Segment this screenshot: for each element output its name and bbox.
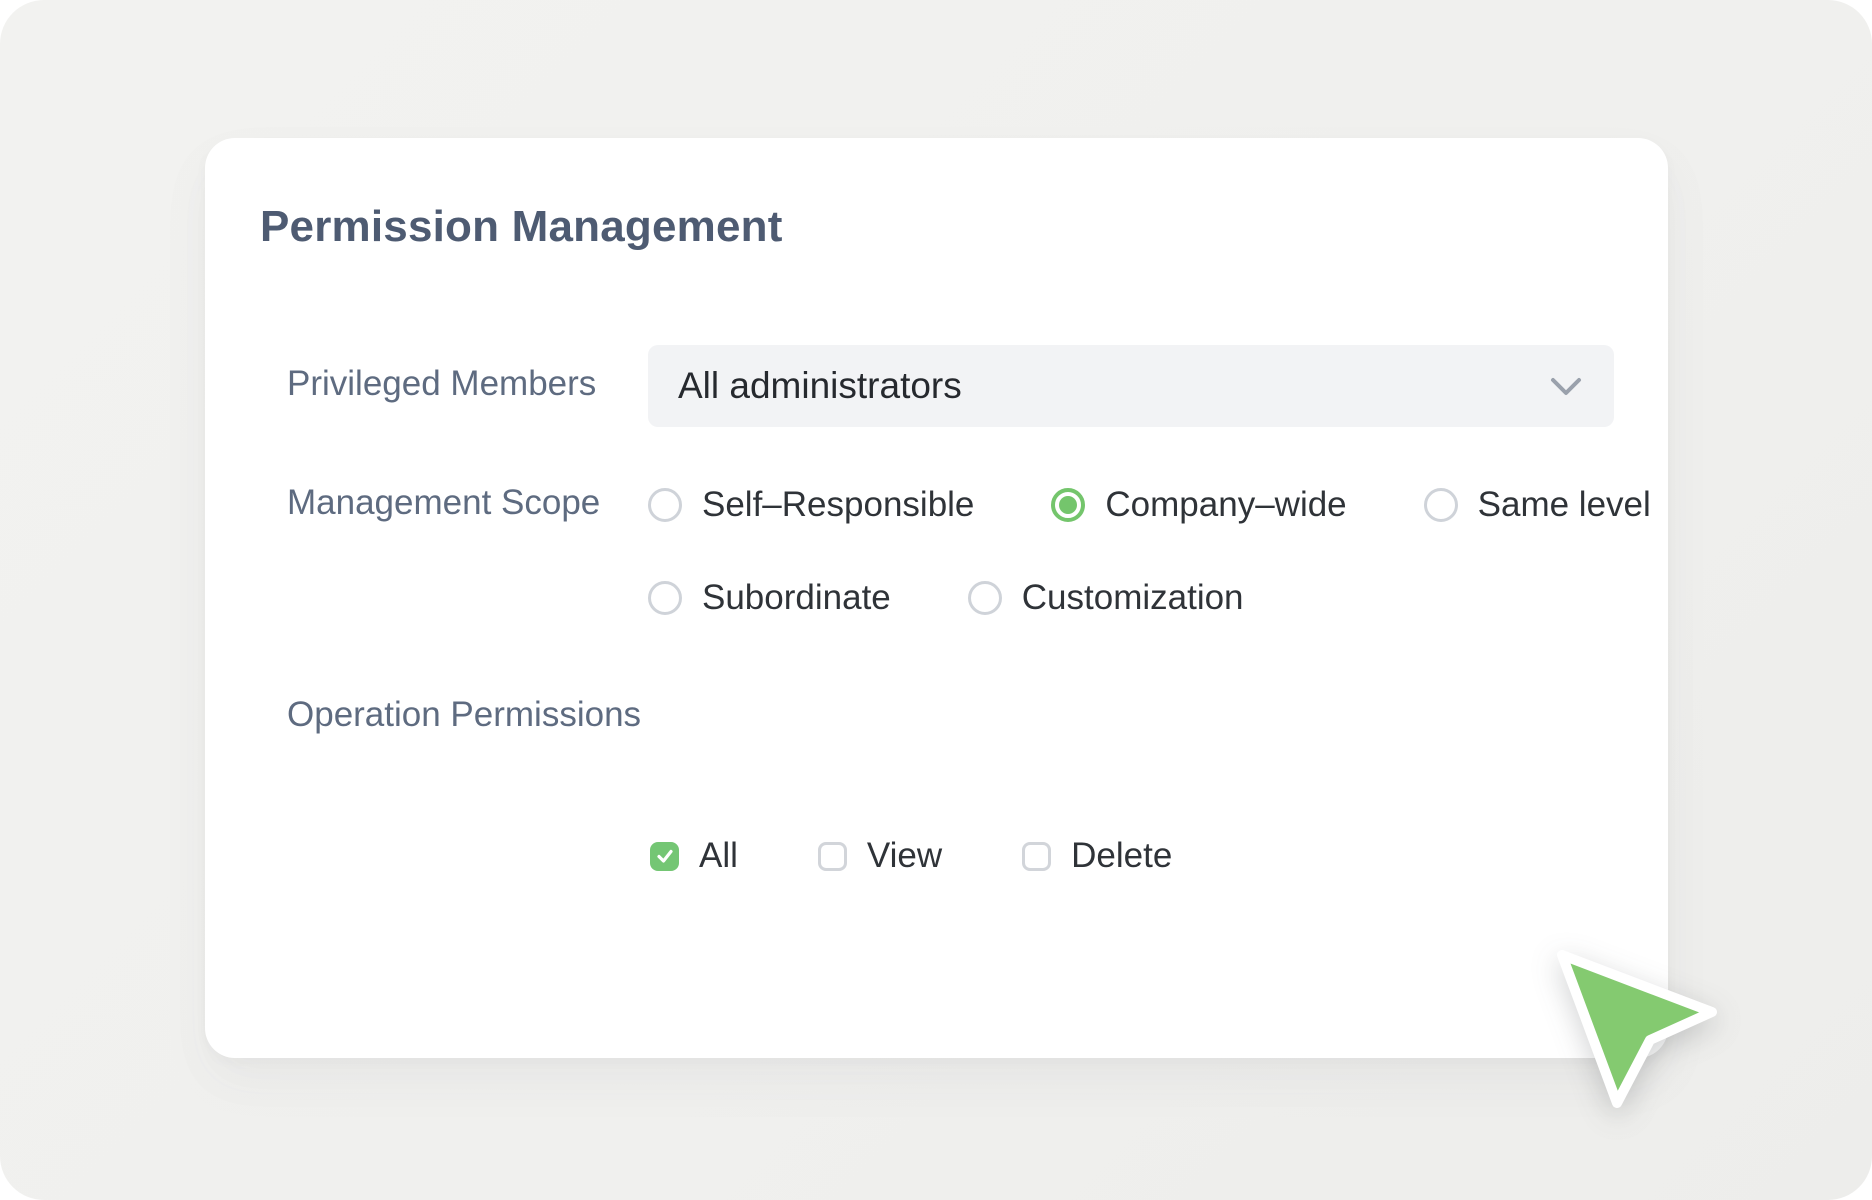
privileged-members-selected-value: All administrators (678, 365, 962, 406)
checkbox-option-label: View (866, 836, 943, 875)
radio-icon[interactable] (1423, 488, 1458, 522)
checkbox-option-label: Delete (1071, 836, 1173, 875)
radio-option-customization[interactable]: Customization (967, 578, 1244, 618)
page-title: Permission Management (260, 202, 783, 251)
radio-option-same-level[interactable]: Same level (1423, 485, 1651, 525)
checkbox-option-all[interactable]: All (650, 836, 738, 876)
checkbox-option-label: All (699, 836, 738, 875)
chevron-down-icon (1551, 378, 1581, 395)
radio-icon[interactable] (967, 581, 1002, 615)
privileged-members-select[interactable]: All administrators (648, 345, 1614, 427)
operation-permissions-label: Operation Permissions (287, 695, 642, 734)
radio-icon[interactable] (648, 581, 682, 615)
operation-permissions-checkbox-group: All View Delete (650, 836, 1172, 876)
radio-icon[interactable] (648, 488, 682, 522)
radio-option-label: Self–Responsible (702, 485, 975, 524)
radio-option-self-responsible[interactable]: Self–Responsible (648, 485, 974, 525)
radio-option-label: Same level (1477, 485, 1651, 524)
checkbox-checked-icon[interactable] (650, 841, 679, 871)
radio-selected-icon[interactable] (1051, 488, 1086, 522)
privileged-members-label: Privileged Members (287, 364, 597, 403)
management-scope-label: Management Scope (287, 483, 601, 522)
radio-option-subordinate[interactable]: Subordinate (648, 578, 891, 618)
radio-option-company-wide[interactable]: Company–wide (1051, 485, 1347, 525)
check-icon (656, 849, 673, 863)
radio-option-label: Customization (1021, 578, 1244, 617)
radio-option-label: Subordinate (702, 578, 891, 617)
checkbox-option-view[interactable]: View (817, 836, 943, 876)
checkbox-icon[interactable] (1022, 841, 1052, 871)
management-scope-radio-group-row-1: Self–Responsible Company–wide Same level (648, 485, 1651, 525)
permission-management-card: Permission Management Privileged Members… (205, 138, 1668, 1058)
checkbox-option-delete[interactable]: Delete (1022, 836, 1172, 876)
management-scope-radio-group-row-2: Subordinate Customization (648, 578, 1244, 618)
checkbox-icon[interactable] (817, 841, 847, 871)
radio-option-label: Company–wide (1105, 485, 1347, 524)
